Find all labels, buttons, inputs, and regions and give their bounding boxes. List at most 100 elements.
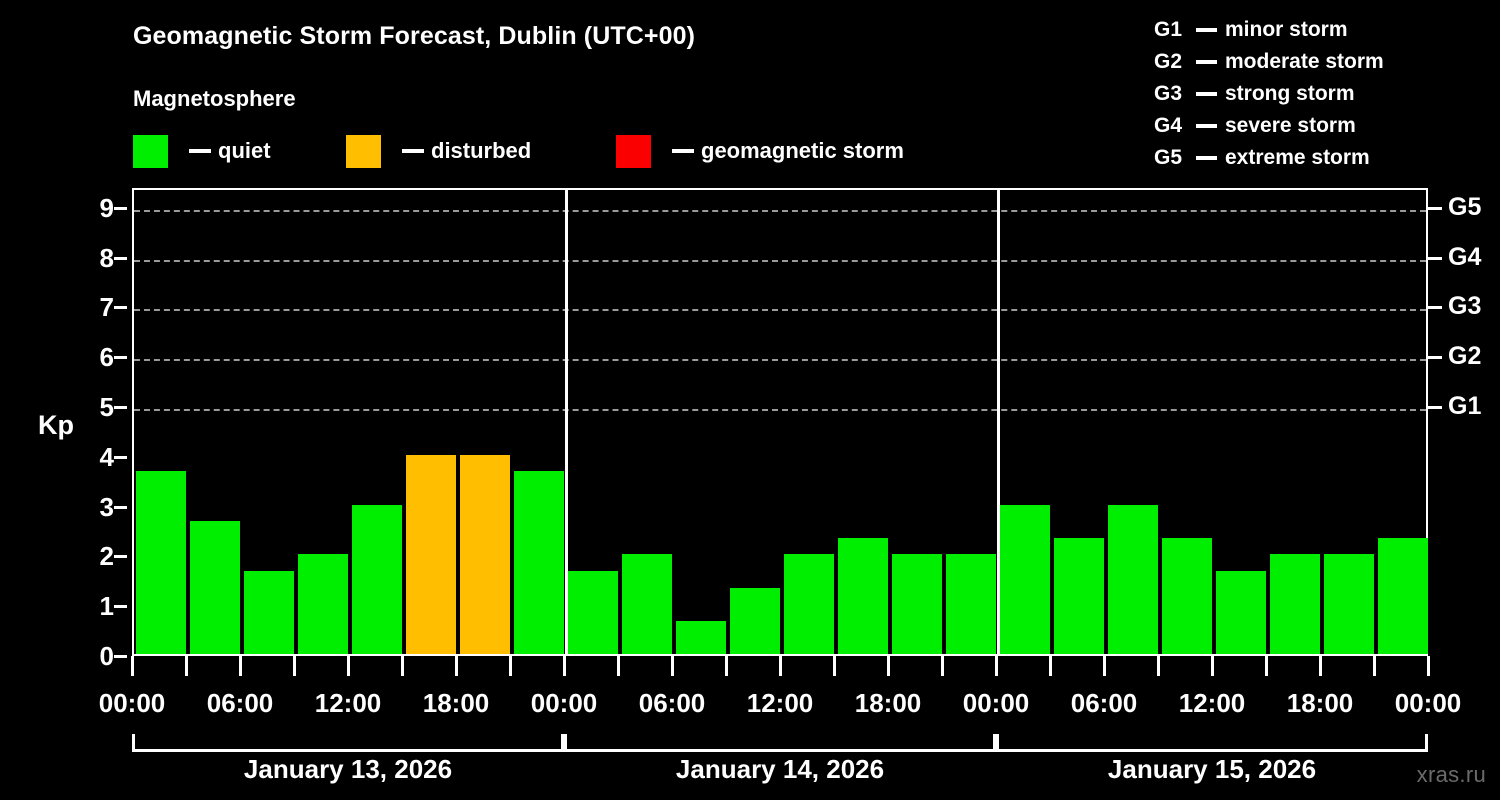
bar (460, 454, 510, 654)
legend-entry-quiet: quiet (133, 133, 271, 169)
y-axis-left: 0 1 2 3 4 5 6 7 8 9 (62, 188, 114, 669)
storm-scale-code: G3 (1154, 82, 1183, 105)
storm-scale-code: G1 (1154, 18, 1183, 41)
g-tick-mark (1428, 306, 1442, 310)
x-tick-mark (292, 656, 296, 676)
bar (1054, 538, 1104, 654)
x-tick-mark (778, 656, 782, 676)
day-bracket (132, 734, 564, 752)
bar (1324, 554, 1374, 654)
x-tick-mark (1264, 656, 1268, 676)
y-tick-mark (114, 555, 127, 559)
day-separator (564, 190, 568, 654)
storm-scale-code: G5 (1154, 146, 1183, 169)
y-tick-label: 9 (99, 192, 114, 223)
storm-scale-code: G2 (1154, 50, 1183, 73)
bar (136, 471, 186, 654)
x-tick-mark (454, 656, 458, 676)
g-tick-mark (1428, 406, 1442, 410)
x-tick-label: 06:00 (1070, 688, 1138, 718)
y-tick-mark (114, 455, 127, 459)
g-axis-label: G5 (1448, 192, 1482, 221)
bar (1162, 538, 1212, 654)
storm-scale-row-G5: G5 extreme storm (1154, 142, 1484, 174)
bar (676, 620, 726, 654)
x-tick-label: 06:00 (206, 688, 274, 718)
y-tick-label: 7 (99, 292, 114, 323)
storm-scale-row-G3: G3 strong storm (1154, 78, 1484, 110)
x-tick-mark (1102, 656, 1106, 676)
x-tick-mark (400, 656, 404, 676)
gridline (134, 359, 1426, 362)
bar (1000, 504, 1050, 654)
x-tick-mark (886, 656, 890, 676)
legend-dash-icon (402, 149, 424, 153)
x-tick-mark (1426, 656, 1430, 676)
storm-scale-description: strong storm (1225, 82, 1355, 105)
storm-scale-description: severe storm (1225, 114, 1356, 137)
storm-scale-description: minor storm (1225, 18, 1348, 41)
y-tick-label: 6 (99, 342, 114, 373)
bar (1270, 554, 1320, 654)
x-tick-mark (940, 656, 944, 676)
bar (352, 504, 402, 654)
day-bracket (996, 734, 1428, 752)
x-tick-mark (616, 656, 620, 676)
g-axis-label: G2 (1448, 342, 1482, 371)
storm-scale-description: moderate storm (1225, 50, 1384, 73)
bar (298, 554, 348, 654)
y-tick-mark (114, 206, 127, 210)
day-label: January 14, 2026 (675, 754, 885, 784)
x-tick-mark (670, 656, 674, 676)
watermark: xras.ru (1416, 762, 1486, 787)
x-tick-label: 06:00 (638, 688, 706, 718)
g-axis-label: G1 (1448, 392, 1482, 421)
day-separator (996, 190, 1000, 654)
x-tick-mark (1318, 656, 1322, 676)
x-tick-label: 12:00 (314, 688, 382, 718)
g-tick-mark (1428, 356, 1442, 360)
gridline (134, 309, 1426, 312)
x-tick-mark (1372, 656, 1376, 676)
x-tick-mark (1210, 656, 1214, 676)
bar (568, 570, 618, 654)
g-tick-mark (1428, 206, 1442, 210)
g-tick-mark (1428, 256, 1442, 260)
y-tick-mark (114, 605, 127, 609)
day-bracket (564, 734, 996, 752)
x-tick-mark (1156, 656, 1160, 676)
em-dash-icon (1196, 156, 1217, 160)
legend-swatch-geomagnetic-storm-icon (616, 134, 651, 168)
x-tick-mark (1048, 656, 1052, 676)
x-tick-mark (508, 656, 512, 676)
legend-entry-geomagnetic-storm: geomagnetic storm (616, 133, 904, 169)
x-tick-label: 18:00 (422, 688, 490, 718)
bar (784, 554, 834, 654)
legend-swatch-quiet-icon (133, 134, 168, 168)
page-title: Geomagnetic Storm Forecast, Dublin (UTC+… (133, 22, 696, 50)
x-tick-mark (346, 656, 350, 676)
x-tick-mark (994, 656, 998, 676)
y-tick-label: 8 (99, 242, 114, 273)
x-tick-mark (130, 656, 134, 676)
x-tick-mark (832, 656, 836, 676)
y-tick-mark (114, 306, 127, 310)
gridline (134, 209, 1426, 212)
y-axis-right-g-scale: G1 G2 G3 G4 G5 (1448, 188, 1500, 656)
y-tick-mark (114, 256, 127, 260)
storm-scale-row-G1: G1 minor storm (1154, 14, 1484, 46)
x-tick-label: 00:00 (1394, 688, 1462, 718)
y-tick-label: 0 (99, 641, 114, 671)
legend-label: geomagnetic storm (701, 138, 904, 163)
storm-scale-description: extreme storm (1225, 146, 1370, 169)
day-label: January 13, 2026 (243, 754, 453, 784)
legend-swatch-disturbed-icon (346, 134, 381, 168)
y-tick-mark (114, 406, 127, 410)
y-tick-label: 4 (99, 441, 114, 472)
em-dash-icon (1196, 60, 1217, 64)
x-tick-label: 00:00 (98, 688, 166, 718)
bar (1216, 570, 1266, 654)
bar (406, 454, 456, 654)
bar (622, 554, 672, 654)
y-tick-mark (114, 356, 127, 360)
